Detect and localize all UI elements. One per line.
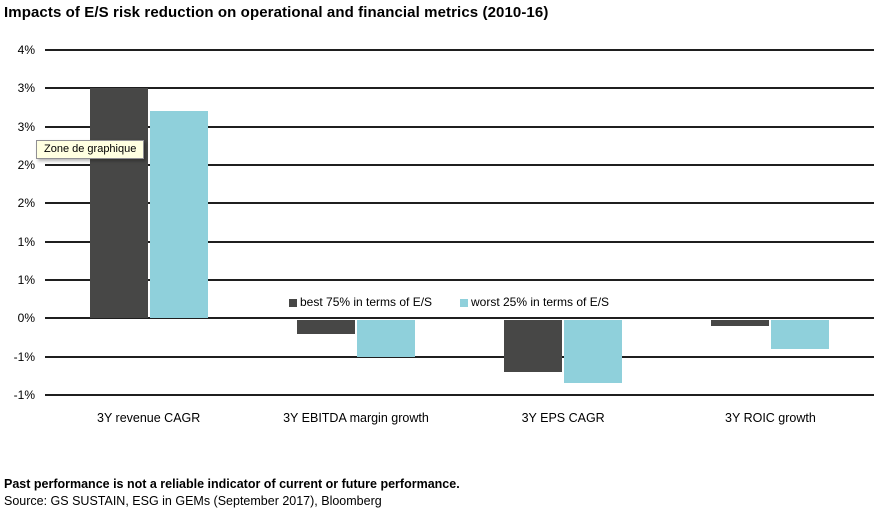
category-label: 3Y revenue CAGR: [97, 411, 201, 425]
y-tick-label: 2%: [17, 196, 35, 211]
y-tick-label: 1%: [17, 234, 35, 249]
gridline: [45, 394, 874, 396]
gridline: [45, 240, 874, 243]
chart-area-tooltip: Zone de graphique: [36, 140, 145, 159]
y-tick-label: 2%: [17, 158, 35, 172]
gridline: [45, 202, 874, 205]
footer-disclaimer: Past performance is not a reliable indic…: [4, 477, 460, 491]
bar-best[interactable]: [711, 319, 770, 326]
legend-item-best[interactable]: best 75% in terms of E/S: [289, 295, 432, 309]
gridline: [45, 49, 874, 51]
bar-best[interactable]: [504, 319, 563, 372]
legend-label: best 75% in terms of E/S: [300, 295, 433, 309]
category-label: 3Y EPS CAGR: [521, 411, 605, 425]
bar-best[interactable]: [296, 319, 355, 334]
gridline: [45, 279, 874, 281]
legend-swatch-icon: [289, 298, 297, 307]
y-tick-label: -1%: [13, 388, 35, 402]
y-tick-label: 4%: [17, 43, 35, 57]
gridline: [45, 355, 874, 358]
y-tick-label: 3%: [17, 81, 35, 96]
legend-label: worst 25% in terms of E/S: [471, 295, 610, 309]
y-tick-label: 0%: [17, 311, 35, 326]
bar-worst[interactable]: [149, 111, 208, 319]
bar-best[interactable]: [89, 88, 148, 319]
bar-worst[interactable]: [356, 319, 415, 357]
legend-swatch-icon: [460, 298, 468, 307]
page-title: Impacts of E/S risk reduction on operati…: [4, 4, 549, 21]
y-tick-label: 3%: [17, 119, 35, 134]
gridline: [45, 317, 874, 320]
category-label: 3Y EBITDA margin growth: [283, 411, 429, 425]
chart[interactable]: 4% 3% 3% 2% 2% 1% 1% 0% -1% -1% 3Y revenue CAGR 3Y …: [0, 40, 885, 440]
y-tick-label: -1%: [13, 349, 35, 364]
gridline: [45, 164, 874, 166]
bar-worst[interactable]: [771, 319, 830, 349]
gridline: [45, 125, 874, 128]
legend-item-worst[interactable]: worst 25% in terms of E/S: [460, 295, 609, 309]
y-tick-label: 1%: [17, 273, 35, 287]
bar-worst[interactable]: [564, 319, 623, 384]
category-label: 3Y ROIC growth: [725, 411, 816, 425]
gridline: [45, 87, 874, 90]
footer-source: Source: GS SUSTAIN, ESG in GEMs (Septemb…: [4, 494, 382, 508]
